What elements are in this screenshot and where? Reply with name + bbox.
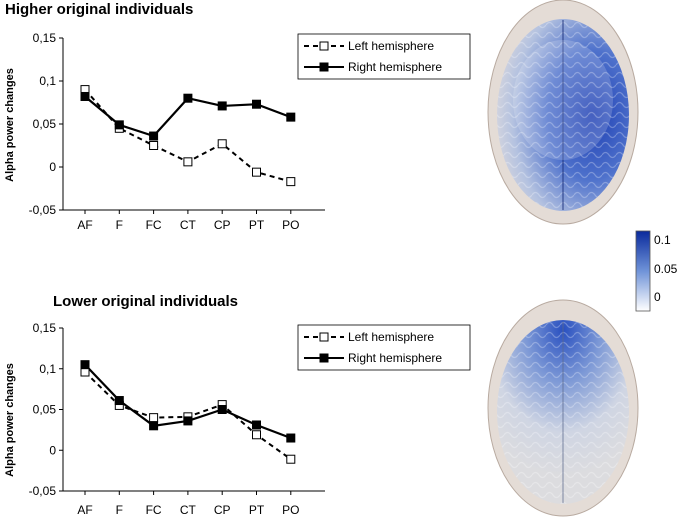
y-tick-label: -0,05 — [29, 484, 57, 498]
x-tick-label: FC — [146, 218, 162, 232]
data-point-right — [286, 433, 296, 443]
colorbar-tick: 0.05 — [654, 262, 678, 276]
brain-image-higher — [487, 0, 639, 225]
y-tick-label: 0 — [49, 160, 56, 174]
x-tick-label: F — [116, 218, 123, 232]
brain-image-lower — [487, 299, 639, 517]
axes: -0,05 0 0,05 0,1 0,15 AF F FC CT CP PT PO — [29, 321, 325, 517]
y-axis-label: Alpha power changes — [4, 68, 16, 182]
data-point-left — [252, 167, 261, 177]
legend: Left hemisphere Right hemisphere — [297, 324, 471, 371]
data-point-right — [149, 421, 159, 431]
data-point-right — [80, 91, 90, 101]
y-tick-label: 0,05 — [33, 403, 57, 417]
x-tick-label: AF — [77, 503, 92, 517]
data-point-right — [80, 360, 90, 370]
x-tick-label: CP — [214, 218, 231, 232]
legend-marker — [319, 353, 329, 363]
data-point-right — [149, 131, 159, 141]
legend-marker — [319, 62, 329, 72]
y-tick-label: 0,15 — [33, 321, 57, 335]
data-point-right — [217, 405, 227, 414]
x-tick-label: FC — [146, 503, 162, 517]
x-tick-label: PO — [282, 218, 299, 232]
y-tick-label: 0,15 — [33, 31, 57, 45]
y-tick-label: 0,05 — [33, 117, 57, 131]
legend-label: Left hemisphere — [348, 330, 434, 344]
x-tick-label: F — [116, 503, 123, 517]
colorbar-tick: 0.1 — [654, 233, 671, 247]
legend-label: Right hemisphere — [348, 60, 442, 74]
y-tick-label: -0,05 — [29, 203, 57, 217]
data-point-left — [149, 141, 159, 150]
legend-marker — [319, 41, 329, 51]
data-point-left — [217, 139, 227, 149]
legend: Left hemisphere Right hemisphere — [297, 33, 471, 80]
y-tick-label: 0,1 — [39, 74, 56, 88]
legend-marker — [319, 332, 329, 342]
x-tick-label: CT — [180, 218, 197, 232]
y-tick-label: 0 — [49, 443, 56, 457]
data-point-left — [252, 430, 261, 440]
axes: -0,05 0 0,05 0,1 0,15 AF F FC CT CP PT PO — [29, 31, 325, 232]
colorbar: 0.1 0.05 0 — [635, 230, 678, 312]
data-point-left — [149, 413, 159, 423]
chart-panel-lower: Lower original individuals Alpha power c… — [4, 293, 471, 517]
data-point-right — [217, 101, 227, 111]
x-tick-label: PO — [282, 503, 299, 517]
colorbar-tick: 0 — [654, 290, 661, 304]
data-point-right — [183, 93, 193, 103]
x-tick-label: CP — [214, 503, 231, 517]
x-tick-label: PT — [249, 503, 265, 517]
data-point-right — [114, 120, 124, 130]
data-point-right — [114, 396, 124, 406]
y-tick-label: 0,1 — [39, 362, 56, 376]
x-tick-label: PT — [249, 218, 265, 232]
data-point-right — [252, 420, 261, 430]
y-axis-label: Alpha power changes — [4, 363, 16, 477]
legend-label: Left hemisphere — [348, 39, 434, 53]
x-tick-label: CT — [180, 503, 197, 517]
plot-area — [80, 360, 296, 464]
chart-panel-higher: Higher original individuals Alpha power … — [4, 1, 471, 232]
plot-area — [80, 85, 296, 187]
panel-title: Higher original individuals — [5, 1, 193, 18]
data-point-right — [183, 416, 193, 426]
data-point-left — [183, 157, 193, 167]
data-point-left — [286, 454, 296, 464]
legend-label: Right hemisphere — [348, 351, 442, 365]
data-point-left — [80, 367, 90, 377]
panel-title: Lower original individuals — [53, 293, 238, 310]
data-point-right — [252, 99, 261, 109]
x-tick-label: AF — [77, 218, 92, 232]
data-point-right — [286, 112, 296, 122]
data-point-left — [286, 177, 296, 187]
